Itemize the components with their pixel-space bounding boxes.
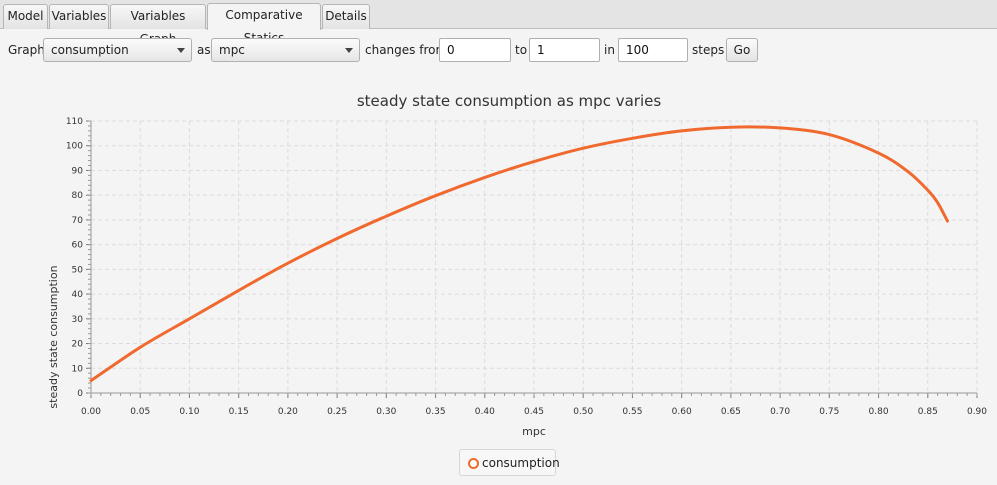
to-label: to [515,43,528,57]
y-tick-label: 10 [72,364,84,374]
legend-circle-icon [468,458,479,469]
consumption-series-line [89,125,949,383]
y-tick-label: 90 [72,166,84,176]
x-tick-label: 0.65 [721,407,741,417]
x-tick-label: 0.20 [278,407,298,417]
legend-label: consumption [482,456,560,470]
y-tick-label: 30 [72,315,84,325]
steps-input[interactable]: 100 [618,38,688,62]
in-label: in [604,43,615,57]
x-tick-label: 0.00 [81,407,101,417]
as-label: as [197,43,211,57]
x-tick-label: 0.40 [475,407,495,417]
y-tick-label: 20 [72,340,84,350]
x-tick-label: 0.70 [770,407,790,417]
y-tick-label: 80 [72,191,84,201]
y-axis-label: steady state consumption [47,265,60,408]
x-tick-label: 0.60 [672,407,692,417]
x-tick-label: 0.85 [918,407,938,417]
x-tick-label: 0.25 [327,407,347,417]
x-tick-label: 0.80 [869,407,889,417]
y-tick-label: 70 [72,216,84,226]
x-tick-label: 0.45 [524,407,544,417]
x-tick-label: 0.75 [819,407,839,417]
tab-variables-graph[interactable]: Variables Graph [110,4,206,46]
x-tick-label: 0.30 [376,407,396,417]
graph-variable-select[interactable]: consumption [43,38,192,62]
as-variable-value: mpc [219,43,245,57]
chart-legend: consumption [459,449,560,476]
go-button[interactable]: Go [726,38,758,62]
tab-model[interactable]: Model [3,4,48,29]
tab-bar: Model Variables Variables Graph Comparat… [0,0,997,46]
changes-from-label: changes from [365,43,448,57]
x-axis-ticks: 0.00 0.05 0.10 0.15 0.20 0.25 0.30 0.35 0.40 0.45… [81,393,987,417]
x-tick-label: 0.15 [229,407,249,417]
from-value-input[interactable]: 0 [439,38,511,62]
x-axis-label: mpc [522,425,546,438]
chart-title: steady state consumption as mpc varies [357,92,661,110]
y-axis-ticks: 0 10 20 30 40 50 60 70 80 90 100 110 [66,117,91,399]
comparative-statics-chart: steady state consumption as mpc varies 0… [47,92,987,438]
x-tick-label: 0.10 [179,407,199,417]
x-tick-label: 0.55 [622,407,642,417]
as-variable-select[interactable]: mpc [211,38,360,62]
y-tick-label: 100 [66,142,83,152]
steps-label: steps [692,43,725,57]
y-tick-label: 0 [77,389,83,399]
chart-grid [91,120,978,393]
y-tick-label: 40 [72,290,84,300]
y-tick-label: 110 [66,117,83,127]
tab-variables[interactable]: Variables [49,4,109,29]
chevron-down-icon [345,48,353,53]
x-tick-label: 0.90 [967,407,987,417]
tab-comparative-statics[interactable]: Comparative Statics [207,3,321,45]
x-tick-label: 0.05 [130,407,150,417]
graph-label: Graph [8,43,45,57]
y-tick-label: 60 [72,241,84,251]
graph-variable-value: consumption [51,43,129,57]
chevron-down-icon [177,48,185,53]
y-tick-label: 50 [72,265,84,275]
x-tick-label: 0.50 [573,407,593,417]
tab-details[interactable]: Details [322,4,370,29]
comparative-statics-toolbar: Graph consumption as mpc changes from 0 … [0,36,997,64]
x-tick-label: 0.35 [426,407,446,417]
to-value-input[interactable]: 1 [529,38,600,62]
